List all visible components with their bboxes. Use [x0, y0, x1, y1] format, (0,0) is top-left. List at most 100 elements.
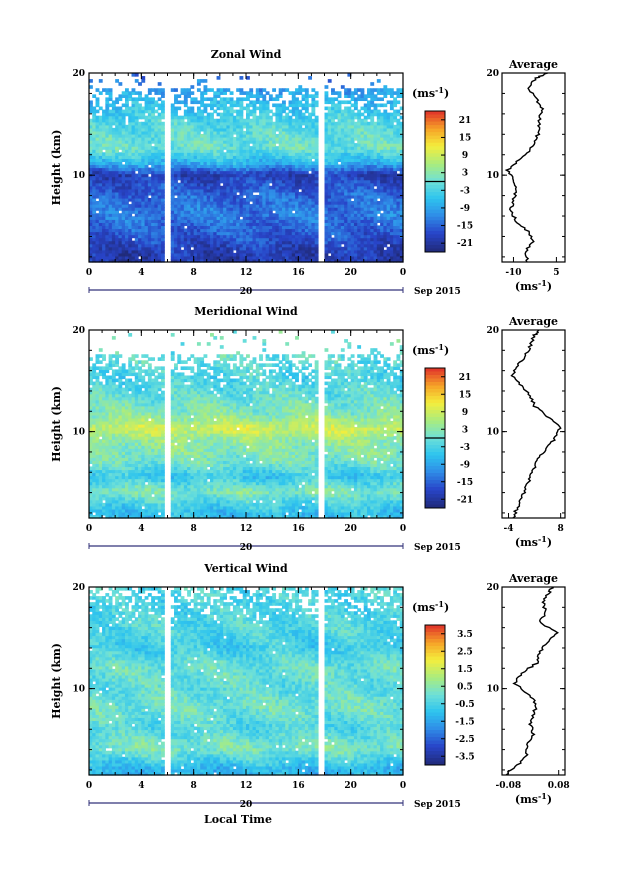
heatmap-cell: [265, 228, 270, 233]
heatmap-cell: [232, 140, 237, 144]
heatmap-cell: [141, 188, 146, 193]
heatmap-cell: [183, 97, 188, 102]
heatmap-cell: [281, 258, 286, 263]
heatmap-cell: [131, 204, 136, 208]
heatmap-cell: [115, 255, 120, 260]
heatmap-cell: [124, 170, 129, 175]
heatmap-cell: [174, 182, 178, 187]
heatmap-cell: [249, 219, 254, 223]
heatmap-cell: [213, 100, 218, 105]
heatmap-cell: [144, 240, 149, 245]
heatmap-cell: [170, 219, 175, 223]
heatmap-cell: [144, 170, 149, 175]
heatmap-cell: [128, 161, 133, 166]
heatmap-cell: [210, 121, 214, 126]
heatmap-cell: [102, 243, 106, 248]
heatmap-cell: [246, 130, 250, 135]
heatmap-cell: [200, 182, 205, 187]
heatmap-cell: [249, 140, 254, 144]
heatmap-cell: [121, 94, 126, 98]
heatmap-cell: [92, 258, 97, 263]
heatmap-cell: [105, 179, 110, 184]
heatmap-cell: [239, 201, 244, 205]
heatmap-cell: [203, 237, 208, 242]
heatmap-cell: [223, 216, 227, 220]
heatmap-cell: [206, 222, 211, 227]
heatmap-cell: [174, 243, 178, 248]
heatmap-cell: [141, 216, 146, 220]
heatmap-cell: [252, 222, 257, 227]
heatmap-cell: [190, 201, 195, 205]
heatmap-cell: [268, 231, 273, 236]
heatmap-cell: [259, 100, 263, 105]
heatmap-cell: [242, 225, 247, 230]
heatmap-cell: [151, 204, 156, 208]
heatmap-cell: [108, 140, 113, 144]
x-tick-label: 20: [344, 268, 357, 278]
heatmap-cell: [141, 207, 146, 211]
heatmap-cell: [102, 164, 106, 169]
heatmap-cell: [138, 112, 142, 117]
heatmap-cell: [187, 231, 191, 236]
heatmap-cell: [157, 103, 162, 108]
heatmap-cell: [180, 164, 185, 169]
heatmap-cell: [89, 109, 93, 114]
heatmap-cell: [128, 237, 133, 242]
heatmap-cell: [157, 201, 162, 205]
heatmap-cell: [174, 197, 178, 202]
heatmap-cell: [180, 258, 185, 263]
heatmap-cell: [174, 118, 178, 123]
heatmap-cell: [134, 100, 139, 105]
heatmap-cell: [98, 152, 103, 156]
heatmap-cell: [128, 149, 133, 153]
heatmap-cell: [190, 115, 195, 120]
heatmap-cell: [226, 109, 231, 114]
heatmap-cell: [108, 127, 113, 132]
heatmap-cell: [102, 210, 106, 214]
heatmap-cell: [252, 182, 257, 187]
heatmap-cell: [134, 173, 139, 178]
heatmap-cell: [275, 246, 280, 251]
heatmap-cell: [213, 228, 218, 233]
heatmap-cell: [203, 167, 208, 172]
heatmap-cell: [196, 82, 201, 86]
heatmap-cell: [95, 225, 100, 230]
heatmap-cell: [219, 176, 224, 181]
heatmap-cell: [141, 149, 146, 153]
heatmap-cell: [249, 179, 254, 184]
heatmap-cell: [262, 197, 267, 202]
heatmap-cell: [154, 140, 159, 144]
heatmap-cell: [174, 185, 178, 190]
heatmap-cell: [239, 100, 244, 105]
heatmap-cell: [265, 118, 270, 123]
heatmap-cell: [138, 106, 142, 111]
heatmap-cell: [203, 207, 208, 211]
heatmap-cell: [95, 240, 100, 245]
heatmap-cell: [223, 222, 227, 227]
heatmap-cell: [216, 146, 221, 150]
heatmap-cell: [98, 176, 103, 181]
heatmap-cell: [206, 191, 211, 196]
heatmap-cell: [239, 121, 244, 126]
heatmap-cell: [183, 216, 188, 220]
heatmap-cell: [246, 115, 250, 120]
heatmap-cell: [255, 207, 260, 211]
heatmap-cell: [138, 191, 142, 196]
heatmap-cell: [249, 112, 254, 117]
heatmap-cell: [170, 234, 175, 239]
heatmap-cell: [160, 146, 165, 150]
heatmap-cell: [144, 167, 149, 172]
heatmap-cell: [147, 234, 152, 239]
heatmap-cell: [275, 137, 280, 141]
heatmap-cell: [236, 121, 241, 126]
heatmap-cell: [183, 204, 188, 208]
heatmap-cell: [138, 182, 142, 187]
heatmap-cell: [196, 118, 201, 123]
heatmap-cell: [259, 94, 263, 98]
heatmap-cell: [236, 103, 241, 108]
heatmap-cell: [170, 216, 175, 220]
heatmap-cell: [115, 249, 120, 254]
heatmap-cell: [252, 170, 257, 175]
heatmap-cell: [229, 124, 234, 129]
heatmap-cell: [180, 228, 185, 233]
